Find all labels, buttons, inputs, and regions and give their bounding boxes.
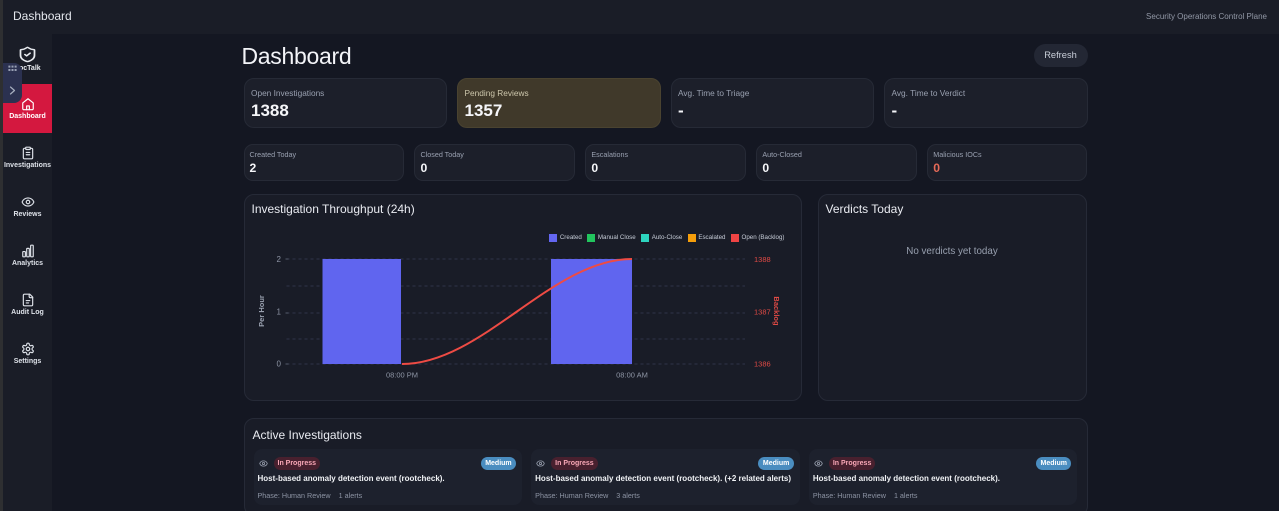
svg-text:2: 2	[276, 255, 281, 264]
svg-text:1388: 1388	[754, 255, 771, 264]
svg-text:1387: 1387	[754, 308, 771, 317]
svg-text:0: 0	[276, 360, 281, 369]
svg-text:Backlog: Backlog	[772, 296, 781, 326]
svg-text:1: 1	[276, 308, 281, 317]
svg-text:Per Hour: Per Hour	[257, 295, 266, 327]
svg-text:08:00 PM: 08:00 PM	[385, 371, 417, 380]
svg-text:1386: 1386	[754, 360, 771, 369]
svg-text:08:00 AM: 08:00 AM	[616, 371, 648, 380]
